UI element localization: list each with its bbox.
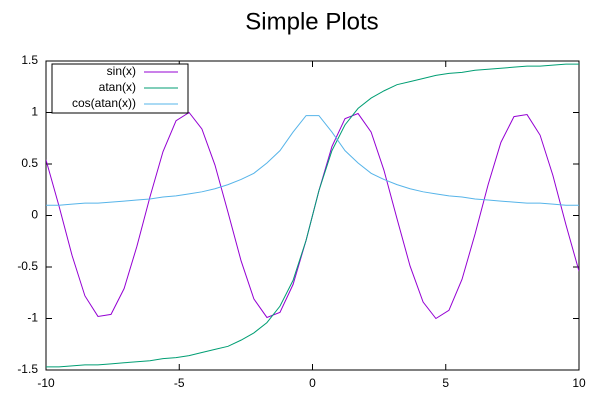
y-tick-label: 0.5 — [21, 156, 38, 170]
legend-label: atan(x) — [99, 80, 136, 94]
line-series — [46, 115, 579, 206]
chart-title: Simple Plots — [245, 8, 378, 35]
legend-label: cos(atan(x)) — [72, 96, 136, 110]
y-tick-label: -1.5 — [17, 362, 38, 376]
x-tick-label: -10 — [37, 376, 55, 390]
y-tick-label: 1.5 — [21, 53, 38, 67]
x-tick-label: 5 — [442, 376, 449, 390]
y-tick-label: -1 — [27, 311, 38, 325]
y-tick-label: -0.5 — [17, 259, 38, 273]
y-tick-label: 0 — [31, 208, 38, 222]
y-tick-label: 1 — [31, 105, 38, 119]
x-tick-label: 10 — [572, 376, 586, 390]
legend-label: sin(x) — [107, 64, 136, 78]
x-tick-label: 0 — [309, 376, 316, 390]
x-tick-label: -5 — [174, 376, 185, 390]
line-series — [46, 63, 579, 368]
